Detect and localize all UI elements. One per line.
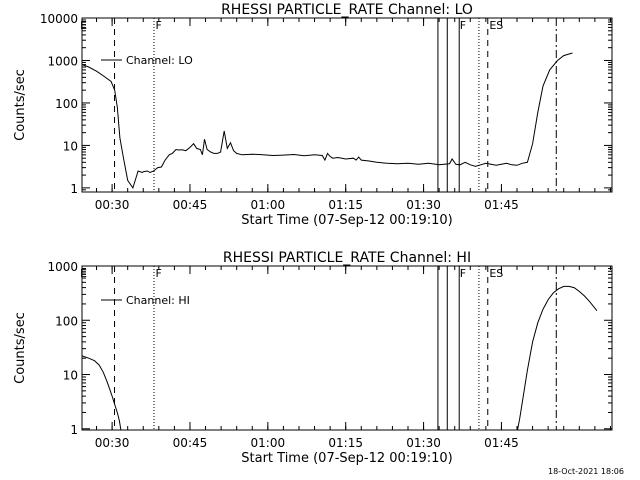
x-tick-label: 00:30 — [95, 198, 130, 212]
event-marker-label: F — [156, 267, 162, 280]
event-marker-label: E — [80, 19, 87, 32]
legend-label: Channel: LO — [126, 54, 193, 67]
legend-label: Channel: HI — [126, 294, 190, 307]
x-tick-label: 00:45 — [173, 198, 208, 212]
y-axis-label: Counts/sec — [13, 69, 28, 141]
chart-title: RHESSI PARTICLE_RATE Channel: LO — [221, 2, 473, 18]
event-marker-label: E — [80, 267, 87, 280]
chart-title: RHESSI PARTICLE_RATE Channel: HI — [223, 250, 471, 266]
y-tick-label: 1 — [70, 182, 78, 196]
y-tick-label: 10 — [63, 369, 78, 383]
y-tick-label: 10000 — [40, 12, 78, 26]
chart-panel-1: RHESSI PARTICLE_RATE Channel: LO 1 10 100 10… — [13, 2, 613, 228]
x-tick-label: 01:45 — [484, 436, 519, 450]
data-series-line — [82, 355, 122, 430]
plot-frame — [81, 265, 613, 431]
x-tick-label: 01:00 — [251, 198, 286, 212]
y-tick-label: 100 — [55, 97, 78, 111]
x-tick-label: 01:00 — [251, 436, 286, 450]
event-marker-label: F — [156, 19, 162, 32]
data-series-line — [517, 285, 598, 430]
y-tick-label: 1000 — [47, 260, 78, 274]
x-tick-label: 01:30 — [406, 198, 441, 212]
x-tick-label: 01:15 — [328, 198, 363, 212]
event-marker-label: F — [460, 19, 466, 32]
timestamp-label: 18-Oct-2021 18:06 — [548, 467, 624, 476]
x-tick-label: 01:15 — [328, 436, 363, 450]
data-series-line — [82, 52, 573, 190]
event-marker-label: ES — [489, 267, 503, 280]
y-tick-label: 1 — [70, 423, 78, 437]
y-tick-label: 10 — [63, 139, 78, 153]
x-tick-label: 00:30 — [95, 436, 130, 450]
x-axis-label: Start Time (07-Sep-12 00:19:10) — [241, 213, 452, 228]
x-axis-label: Start Time (07-Sep-12 00:19:10) — [241, 451, 452, 466]
event-marker-label: F — [460, 267, 466, 280]
chart-panel-2: RHESSI PARTICLE_RATE Channel: HI 1 10 100 10… — [13, 250, 613, 466]
x-tick-label: 01:30 — [406, 436, 441, 450]
y-axis-label: Counts/sec — [13, 312, 28, 384]
x-tick-label: 01:45 — [484, 198, 519, 212]
x-tick-label: 00:45 — [173, 436, 208, 450]
y-tick-label: 1000 — [47, 54, 78, 68]
event-marker-label: ES — [489, 19, 503, 32]
y-tick-label: 100 — [55, 314, 78, 328]
